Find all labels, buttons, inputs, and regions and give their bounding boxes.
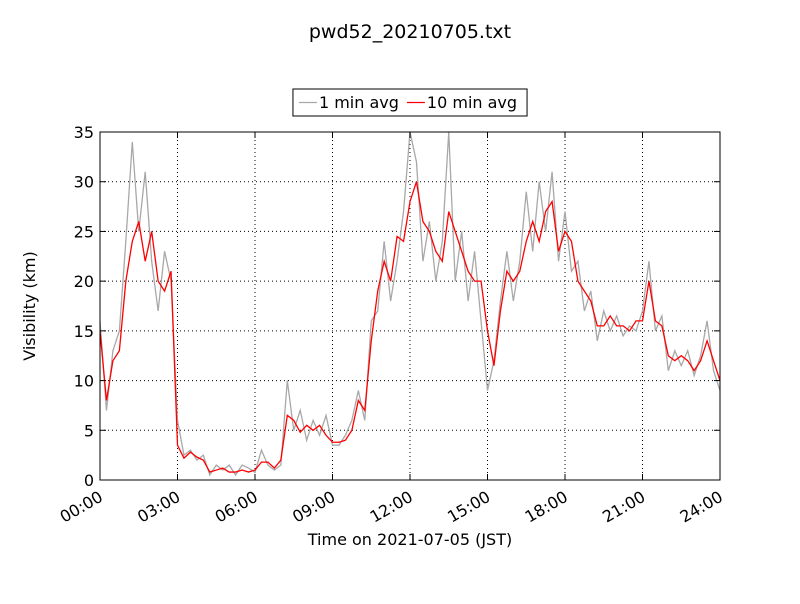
y-tick-label: 15 <box>74 322 94 341</box>
y-tick-label: 25 <box>74 222 94 241</box>
y-tick-label: 20 <box>74 272 94 291</box>
y-tick-label: 35 <box>74 123 94 142</box>
series-line <box>100 181 720 473</box>
chart-title: pwd52_20210705.txt <box>309 21 511 43</box>
y-tick-label: 5 <box>84 421 94 440</box>
y-tick-label: 30 <box>74 173 94 192</box>
y-tick-label: 10 <box>74 372 94 391</box>
plot-area <box>100 132 720 477</box>
x-axis-label: Time on 2021-07-05 (JST) <box>307 530 512 549</box>
series-line <box>100 132 720 477</box>
legend-label: 10 min avg <box>427 93 517 112</box>
y-axis-label: Visibility (km) <box>20 251 39 360</box>
legend: 1 min avg 10 min avg <box>292 88 528 117</box>
legend-label: 1 min avg <box>319 93 399 112</box>
y-tick-label: 0 <box>84 471 94 490</box>
